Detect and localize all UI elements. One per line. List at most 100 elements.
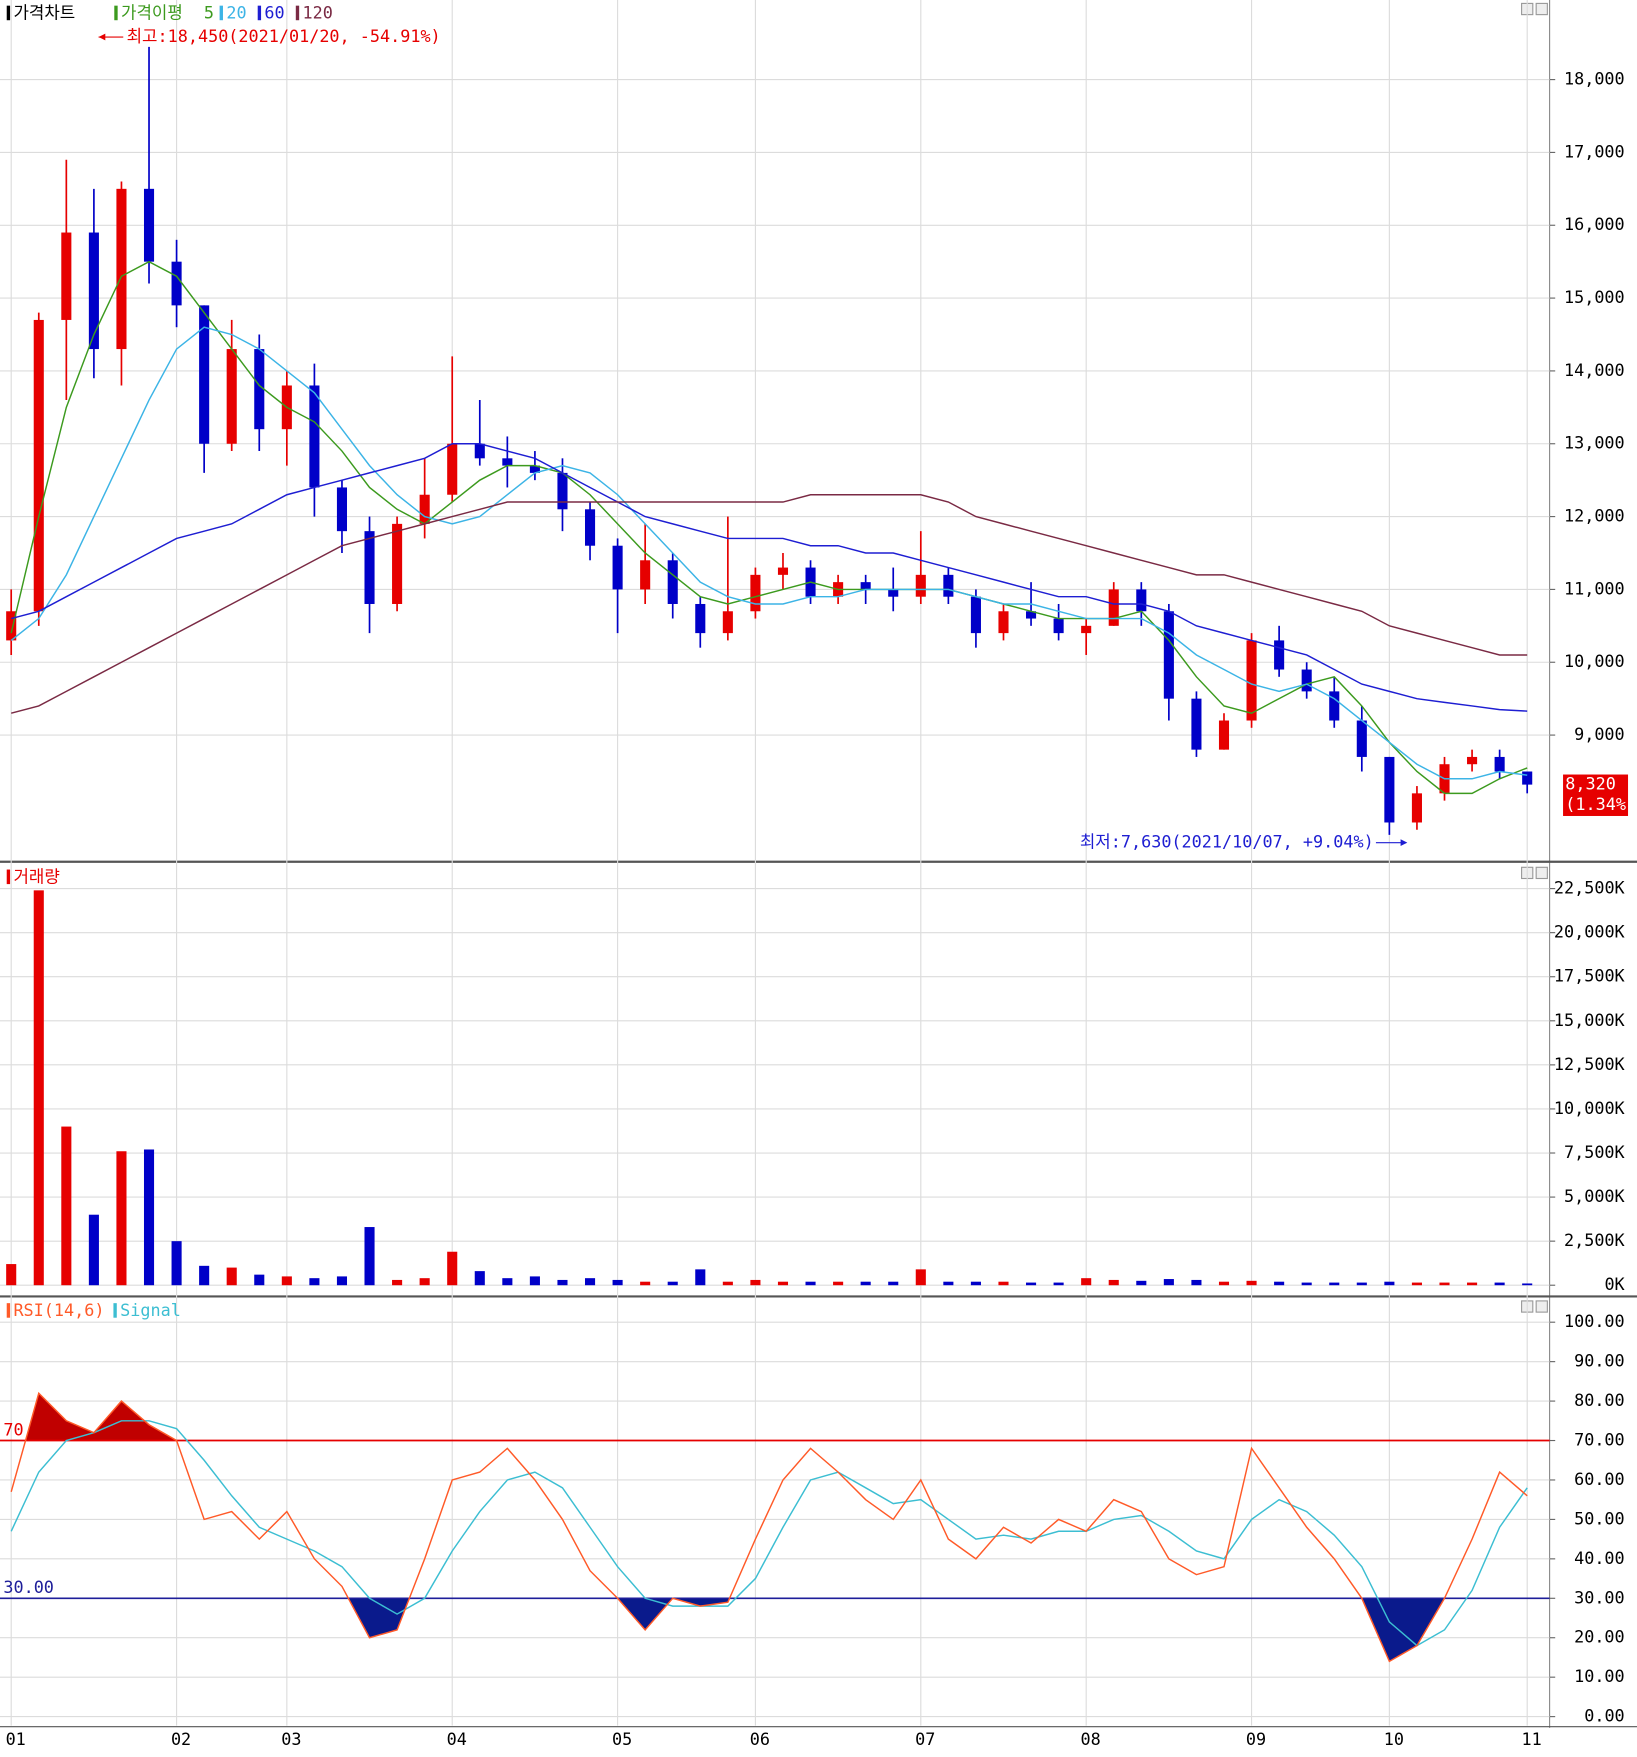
volume-bar (226, 1267, 237, 1286)
candle-body (722, 611, 733, 634)
volume-bar (116, 1151, 127, 1286)
volume-bar (722, 1281, 733, 1286)
volume-bar (833, 1281, 844, 1286)
volume-bar (364, 1227, 375, 1286)
candle-body (1163, 611, 1174, 699)
y-tick-label: 17,000 (1564, 141, 1625, 161)
legend-swatch (6, 1303, 11, 1318)
candle-body (998, 611, 1009, 634)
volume-bar (860, 1281, 871, 1286)
candle-body (1108, 589, 1119, 626)
volume-bar (1301, 1282, 1312, 1286)
close-button[interactable] (1535, 866, 1548, 880)
candle-body (33, 319, 44, 612)
volume-bar (199, 1265, 210, 1286)
volume-bar (336, 1276, 348, 1286)
candle-body (1411, 793, 1422, 823)
volume-bar (805, 1281, 816, 1286)
candle-body (392, 523, 403, 604)
volume-bar (1218, 1281, 1230, 1286)
legend-entry: Signal (120, 1300, 181, 1320)
moving-average-line (10, 326, 1528, 780)
x-tick-label: 08 (1081, 1729, 1101, 1749)
y-tick-label: 22,500K (1554, 878, 1626, 898)
volume-bar (667, 1281, 678, 1286)
candle-body (557, 472, 568, 510)
candle-body (529, 465, 540, 473)
y-tick-label: 100.00 (1564, 1311, 1625, 1331)
x-tick-label: 03 (281, 1729, 301, 1749)
volume-bar (1467, 1282, 1478, 1286)
volume-bar (474, 1271, 485, 1286)
volume-bar (1026, 1282, 1037, 1286)
candle-body (1136, 589, 1147, 612)
legend-entry: 60 (264, 3, 284, 23)
candle-body (199, 305, 210, 444)
volume-bar (502, 1278, 513, 1286)
last-price-label: 8,320 (1565, 774, 1616, 794)
candle-body (584, 509, 596, 546)
y-tick-label: 0.00 (1584, 1706, 1624, 1726)
y-tick-label: 50.00 (1574, 1508, 1625, 1528)
legend-entry: 20 (226, 3, 246, 23)
candle-body (143, 188, 155, 262)
x-tick-label: 07 (915, 1729, 935, 1749)
y-tick-label: 0K (1604, 1274, 1625, 1294)
volume-bar (1356, 1282, 1367, 1286)
candle-body (1026, 611, 1037, 619)
volume-bar (529, 1276, 540, 1286)
volume-bar (281, 1276, 292, 1286)
volume-bar (1191, 1279, 1202, 1286)
volume-bar (1411, 1282, 1422, 1286)
candle-body (1301, 669, 1312, 692)
y-tick-label: 30.00 (1574, 1587, 1625, 1607)
level-fill (25, 1393, 177, 1441)
candle-body (419, 494, 430, 524)
y-tick-label: 18,000 (1564, 69, 1625, 89)
y-tick-label: 7,500K (1564, 1142, 1626, 1162)
candle-body (309, 385, 320, 488)
candle-body (667, 560, 678, 604)
volume-bar (557, 1279, 568, 1286)
volume-bar (1053, 1282, 1064, 1286)
y-tick-label: 14,000 (1564, 360, 1625, 380)
candle-body (695, 603, 706, 634)
y-tick-label: 20,000K (1554, 922, 1626, 942)
candle-body (943, 574, 954, 597)
legend-swatch (295, 5, 300, 21)
indicator-line (10, 1391, 1528, 1663)
volume-bar (915, 1269, 926, 1286)
volume-bar (695, 1269, 706, 1286)
candle-body (750, 574, 761, 612)
y-tick-label: 70.00 (1574, 1430, 1625, 1450)
volume-bar (1329, 1282, 1340, 1286)
volume-bar (1439, 1282, 1450, 1286)
candle-body (1274, 640, 1285, 670)
candle-body (474, 443, 485, 459)
x-tick-label: 04 (447, 1729, 467, 1749)
indicator-line (10, 1420, 1528, 1647)
candle-body (116, 188, 127, 350)
legend-entry: RSI(14,6) (13, 1300, 104, 1320)
volume-bar (998, 1281, 1009, 1286)
annotation: 최저:7,630(2021/10/07, +9.04%) (1080, 832, 1374, 852)
x-tick-label: 06 (750, 1729, 770, 1749)
candle-body (447, 443, 458, 495)
y-tick-label: 40.00 (1574, 1548, 1625, 1568)
legend-swatch (219, 5, 223, 21)
volume-bar (584, 1278, 596, 1286)
candle-body (1494, 756, 1505, 772)
y-tick-label: 12,000 (1564, 506, 1625, 526)
y-tick-label: 17,500K (1554, 966, 1626, 986)
volume-bar (61, 1126, 72, 1286)
candle-body (1356, 720, 1367, 757)
close-button[interactable] (1535, 1300, 1548, 1313)
candle-body (1053, 618, 1064, 634)
candle-body (640, 560, 651, 590)
candle-body (171, 261, 182, 306)
x-tick-label: 01 (6, 1729, 26, 1749)
close-button[interactable] (1535, 2, 1548, 16)
annotation-arrowhead (98, 33, 106, 41)
